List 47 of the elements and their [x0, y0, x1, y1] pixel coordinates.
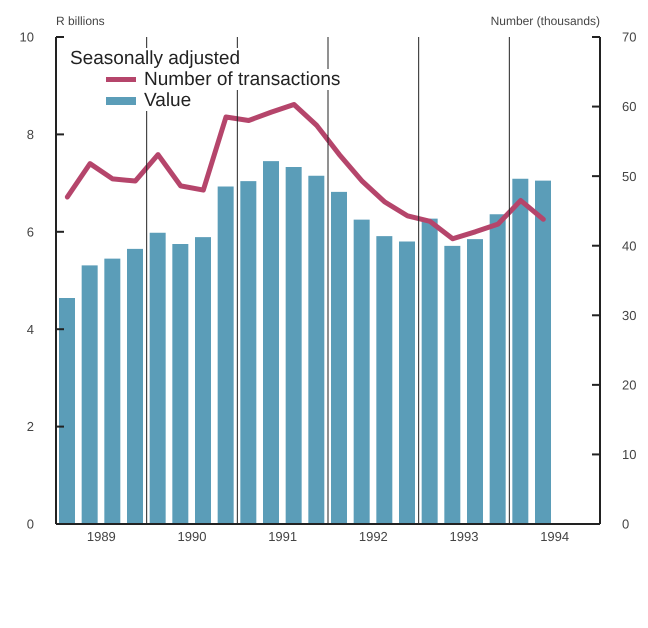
y2-tick-label: 70 [622, 30, 636, 45]
bar [150, 232, 166, 524]
y-tick-label: 6 [26, 224, 34, 240]
y2-tick-label: 50 [622, 168, 636, 184]
bar [59, 298, 75, 524]
bar [286, 167, 302, 524]
x-tick-label: 1990 [178, 529, 206, 544]
bar [82, 265, 98, 524]
bar [218, 186, 234, 524]
y-tick-label: 0 [26, 516, 34, 532]
bar [263, 161, 279, 524]
bar [444, 246, 460, 524]
y2-tick-label: 40 [622, 238, 636, 254]
y2-axis-title: Number (thousands) [490, 14, 600, 28]
y-tick-label: 8 [26, 127, 34, 142]
legend-title: Seasonally adjusted [70, 48, 240, 69]
bar [354, 220, 370, 524]
bar [512, 178, 528, 524]
bar [490, 214, 506, 524]
bar [535, 180, 551, 524]
y-tick-label: 4 [26, 322, 34, 337]
bar [104, 258, 120, 524]
x-tick-label: 1991 [268, 529, 298, 544]
bar [399, 242, 415, 524]
y2-tick-label: 10 [622, 447, 636, 462]
x-tick-label: 1994 [540, 529, 570, 544]
y-axis-title: R billions [56, 14, 105, 28]
y2-tick-label: 0 [622, 516, 630, 532]
legend-label: Value [144, 90, 192, 111]
bar [467, 239, 483, 524]
bar [240, 181, 256, 524]
bar [376, 236, 392, 524]
bar [422, 218, 438, 524]
bar [308, 176, 324, 524]
bar [127, 248, 143, 524]
y2-tick-label: 30 [622, 308, 636, 323]
y2-tick-label: 60 [622, 99, 636, 114]
bar [195, 237, 211, 524]
y-tick-label: 10 [20, 30, 34, 45]
x-tick-label: 1992 [358, 529, 388, 544]
x-tick-label: 1993 [450, 529, 478, 544]
bar [331, 192, 347, 524]
y-tick-label: 2 [26, 419, 34, 434]
legend-label: Number of transactions [144, 69, 340, 90]
y2-tick-label: 20 [622, 377, 636, 392]
bar [172, 244, 188, 524]
x-tick-label: 1989 [86, 529, 116, 544]
